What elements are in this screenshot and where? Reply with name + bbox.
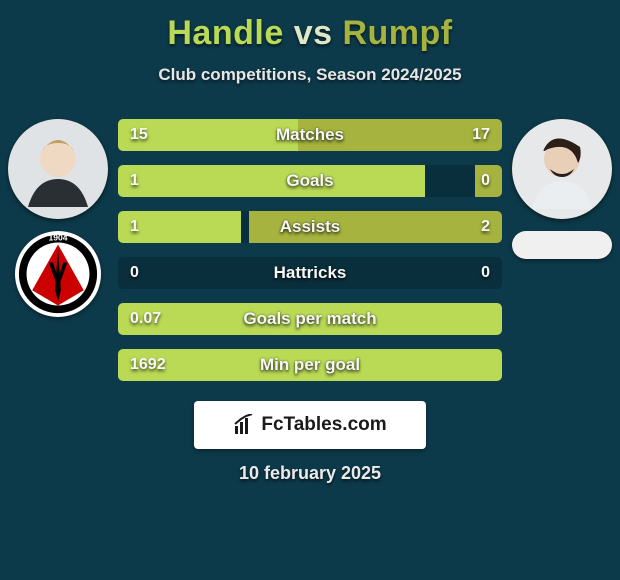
svg-text:1904: 1904 [48,233,67,243]
stat-bar-wrap [118,349,502,381]
stat-bar-right [475,165,502,197]
player1-name: Handle [167,14,283,52]
stat-bar-left [118,349,502,381]
comparison-body: 1904 V 15Matches17 1Goals0 1Assists2 0Hattr… [8,119,612,381]
left-column: 1904 V [8,119,108,317]
stat-bar-right [249,211,502,243]
svg-text:V: V [48,258,67,290]
player2-avatar [512,119,612,219]
stat-bar-gap [425,165,475,197]
stat-bar-wrap [118,257,502,289]
stat-bar-gap [118,257,502,289]
stat-bar-gap [241,211,249,243]
branding-chart-icon [233,414,255,436]
branding-text: FcTables.com [261,414,386,436]
stat-bar-wrap [118,211,502,243]
stats-column: 15Matches17 1Goals0 1Assists2 0Hattricks0 0.… [118,119,502,381]
stat-bar-right [298,119,502,151]
stat-row: 1692Min per goal [118,349,502,381]
stat-bar-left [118,211,241,243]
page-title: Handle vs Rumpf [8,14,612,53]
player1-club-logo: 1904 V [15,231,101,317]
stat-bar-wrap [118,303,502,335]
stat-row: 1Assists2 [118,211,502,243]
branding-badge: FcTables.com [194,401,426,449]
stat-row: 0Hattricks0 [118,257,502,289]
date-text: 10 february 2025 [239,463,381,484]
stat-bar-left [118,119,298,151]
root: Handle vs Rumpf Club competitions, Seaso… [0,0,620,484]
vs-text: vs [294,14,333,52]
stat-bar-left [118,303,502,335]
stat-row: 15Matches17 [118,119,502,151]
footer: FcTables.com 10 february 2025 [8,401,612,484]
stat-bar-left [118,165,425,197]
subtitle: Club competitions, Season 2024/2025 [8,65,612,85]
player2-club-logo [512,231,612,259]
player1-avatar [8,119,108,219]
stat-bar-wrap [118,119,502,151]
right-column [512,119,612,259]
stat-bar-wrap [118,165,502,197]
stat-row: 1Goals0 [118,165,502,197]
stat-row: 0.07Goals per match [118,303,502,335]
player2-name: Rumpf [342,14,452,52]
